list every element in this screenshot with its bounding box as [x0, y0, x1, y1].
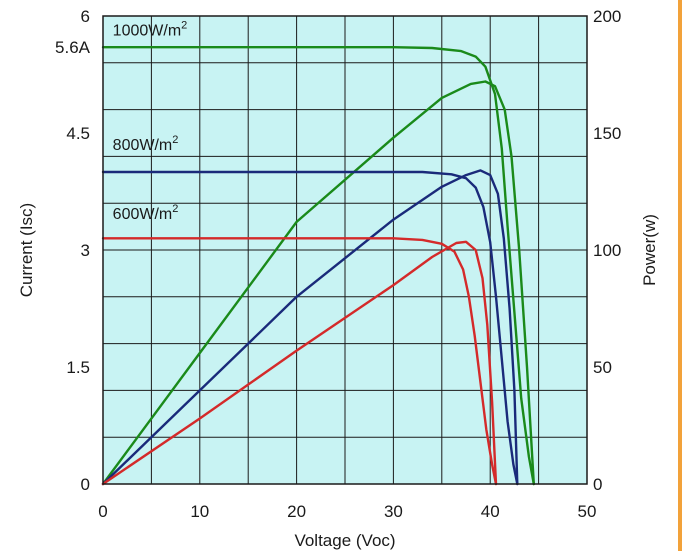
- x-axis-label: Voltage (Voc): [294, 531, 395, 550]
- curves: [101, 46, 535, 486]
- y-left-tick-label: 6: [81, 7, 90, 26]
- x-tick-label: 10: [190, 502, 209, 521]
- iv-curve-1: [101, 170, 519, 486]
- irradiance-label-superscript: 2: [181, 20, 187, 32]
- y-right-tick-label: 100: [593, 241, 621, 260]
- y-left-tick-label: 0: [81, 475, 90, 494]
- x-tick-label: 30: [384, 502, 403, 521]
- x-tick-label: 50: [578, 502, 597, 521]
- y-axis-left-label: Current (Isc): [17, 203, 36, 297]
- x-tick-label: 0: [98, 502, 107, 521]
- y-left-tick-label: 5.6A: [55, 38, 91, 57]
- x-tick-label: 20: [287, 502, 306, 521]
- irradiance-label-text: 600W/m: [113, 206, 173, 223]
- iv-curve-2: [101, 237, 498, 486]
- y-right-tick-label: 0: [593, 475, 602, 494]
- power-curve-2: [101, 240, 498, 486]
- irradiance-label-2: 600W/m2: [113, 203, 179, 223]
- irradiance-label-text: 800W/m: [113, 137, 173, 154]
- y-right-tick-label: 200: [593, 7, 621, 26]
- plot-border: [102, 15, 588, 485]
- irradiance-label-0: 1000W/m2: [113, 20, 188, 40]
- power-curve-0: [101, 80, 535, 486]
- y-left-tick-label: 3: [81, 241, 90, 260]
- y-axis-right-label: Power(w): [640, 214, 659, 286]
- y-left-tick-label: 4.5: [66, 124, 90, 143]
- x-tick-label: 40: [481, 502, 500, 521]
- irradiance-label-superscript: 2: [172, 203, 178, 215]
- irradiance-label-superscript: 2: [172, 134, 178, 146]
- y-right-tick-label: 150: [593, 124, 621, 143]
- y-right-tick-label: 50: [593, 358, 612, 377]
- power-curve-1: [101, 169, 519, 486]
- y-left-tick-label: 1.5: [66, 358, 90, 377]
- iv-curve-0: [101, 46, 535, 486]
- tick-labels: 0 10 20 30 40 50 0 1.5 3 4.5 5.6A 6 0 50 100 150 200: [55, 7, 621, 521]
- irradiance-label-text: 1000W/m: [113, 23, 181, 40]
- irradiance-label-1: 800W/m2: [113, 134, 179, 154]
